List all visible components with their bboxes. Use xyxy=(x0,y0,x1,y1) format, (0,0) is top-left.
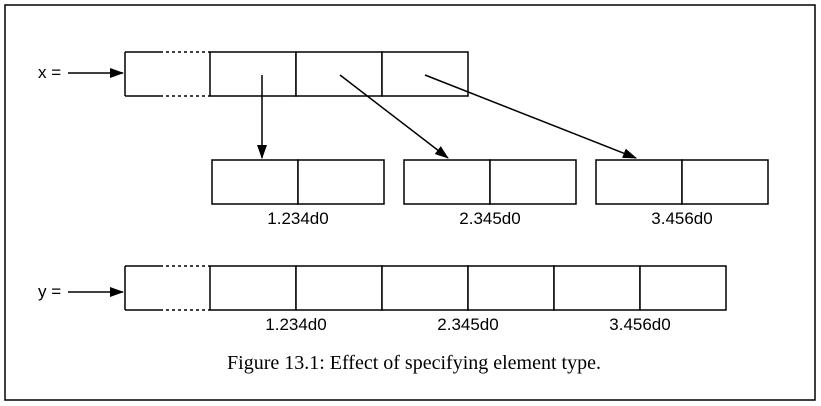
frame xyxy=(4,4,816,401)
arrow xyxy=(424,74,637,159)
arrow xyxy=(339,74,449,159)
value-label: 1.234d0 xyxy=(267,209,328,228)
x-array xyxy=(124,51,469,97)
x-label: x = xyxy=(38,63,61,82)
y-array xyxy=(124,265,727,311)
value-label: 2.345d0 xyxy=(459,209,520,228)
value-label: 2.345d0 xyxy=(437,315,498,334)
caption: Figure 13.1: Effect of specifying elemen… xyxy=(227,352,601,374)
value-label: 3.456d0 xyxy=(609,315,670,334)
value-label: 3.456d0 xyxy=(651,209,712,228)
value-label: 1.234d0 xyxy=(265,315,326,334)
y-label: y = xyxy=(38,282,61,301)
element-boxes xyxy=(211,159,769,205)
